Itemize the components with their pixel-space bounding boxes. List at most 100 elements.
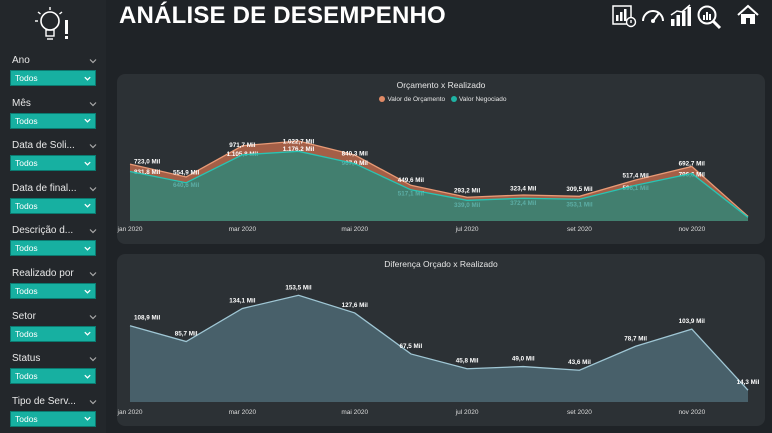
x-tick-label: nov 2020 [678, 226, 705, 233]
chart-legend: Valor de Orçamento Valor Negociado [117, 96, 765, 103]
filter-dropdown[interactable]: Todos [10, 197, 96, 214]
data-label: 43,6 Mil [568, 359, 591, 366]
chevron-down-icon [84, 374, 91, 379]
chevron-down-icon[interactable] [88, 56, 98, 66]
filter-dropdown[interactable]: Todos [10, 368, 96, 385]
data-label: 723,0 Mil [134, 158, 161, 165]
chevron-down-icon [84, 76, 91, 81]
x-tick-label: jul 2020 [455, 226, 479, 233]
lightbulb-icon [35, 7, 68, 40]
filter-value: Todos [15, 200, 38, 211]
data-label: 1.176,2 Mil [283, 146, 315, 153]
filter-label: Mês [12, 97, 31, 109]
data-label: 134,1 Mil [229, 297, 256, 304]
series-area [130, 151, 748, 221]
data-label: 127,6 Mil [342, 302, 369, 309]
x-tick-label: set 2020 [567, 409, 592, 416]
chevron-down-icon [84, 246, 91, 251]
x-tick-label: set 2020 [567, 226, 592, 233]
analytics-search-icon[interactable] [696, 4, 722, 30]
chevron-down-icon[interactable] [88, 141, 98, 151]
difference-chart: Diferença Orçado x Realizado 108,9 Mil 85… [117, 254, 765, 426]
filter-dropdown[interactable]: Todos [10, 283, 96, 299]
x-tick-label: mar 2020 [229, 409, 257, 416]
chevron-down-icon[interactable] [88, 99, 98, 109]
chevron-down-icon [84, 161, 91, 166]
series-line [129, 140, 749, 217]
data-label: 293,2 Mil [454, 187, 481, 194]
filter-label: Data de Soli... [12, 140, 75, 152]
data-label: 449,6 Mil [398, 177, 425, 184]
filter-value: Todos [15, 286, 38, 296]
x-tick-label: jan 2020 [117, 409, 143, 416]
chart-plot-area: 108,9 Mil 85,7 Mil 134,1 Mil 153,5 Mil 127,6… [117, 284, 760, 416]
filter-label: Descrição d... [12, 225, 74, 237]
x-tick-label: mai 2020 [341, 226, 368, 233]
chevron-down-icon[interactable] [88, 226, 98, 236]
filter-value: Todos [15, 371, 38, 382]
chart-title: Diferença Orçado x Realizado [384, 259, 498, 269]
filter-value: Todos [15, 115, 38, 126]
data-label: 49,0 Mil [512, 356, 535, 363]
gauge-icon[interactable] [640, 4, 666, 28]
x-tick-label: mar 2020 [229, 226, 257, 233]
x-tick-label: mai 2020 [341, 409, 368, 416]
chevron-down-icon[interactable] [88, 354, 98, 364]
filter-dropdown[interactable]: Todos [10, 112, 96, 129]
chevron-down-icon [84, 118, 91, 123]
budget-vs-actual-chart: Orçamento x Realizado Valor de Orçamento… [117, 74, 765, 244]
data-label: 323,4 Mil [510, 185, 537, 192]
data-label: 103,9 Mil [679, 318, 706, 325]
filter-label: Status [12, 353, 41, 365]
chevron-down-icon [84, 417, 91, 422]
filter-value: Todos [15, 158, 38, 169]
filter-label: Tipo de Serv... [12, 395, 76, 407]
data-label: 153,5 Mil [285, 284, 312, 291]
chevron-down-icon [84, 289, 91, 294]
series-line [129, 294, 749, 391]
data-label: 309,5 Mil [566, 186, 593, 193]
data-label: 971,7 Mil [229, 142, 256, 149]
filter-label: Ano [12, 55, 30, 66]
chevron-down-icon[interactable] [88, 312, 98, 322]
data-label: 517,4 Mil [623, 172, 650, 179]
filter-dropdown[interactable]: Todos [10, 325, 96, 342]
data-label: 831,8 Mil [134, 169, 161, 176]
data-label: 108,9 Mil [134, 315, 161, 322]
series-area [130, 295, 748, 402]
data-label: 554,9 Mil [173, 170, 200, 177]
filter-dropdown[interactable]: Todos [10, 410, 96, 427]
legend-swatch-orcamento [379, 96, 386, 102]
data-label: 45,8 Mil [456, 358, 479, 365]
chart-title: Orçamento x Realizado [396, 80, 486, 90]
x-tick-label: nov 2020 [678, 409, 705, 416]
chevron-down-icon[interactable] [88, 269, 98, 279]
data-label: 1.022,7 Mil [283, 138, 315, 145]
x-tick-label: jul 2020 [455, 409, 479, 416]
filter-value: Todos [15, 73, 38, 83]
data-label: 14,3 Mil [737, 379, 760, 386]
filter-value: Todos [15, 243, 38, 254]
filter-label: Realizado por [12, 268, 74, 279]
filter-value: Todos [15, 413, 38, 424]
filter-dropdown[interactable]: Todos [10, 70, 96, 86]
legend-label-negociado: Valor Negociado [458, 96, 507, 103]
home-icon[interactable] [737, 4, 759, 26]
chevron-down-icon [84, 331, 91, 336]
data-label: 840,3 Mil [342, 151, 369, 158]
report-icon[interactable] [611, 4, 637, 28]
chevron-down-icon [84, 204, 91, 209]
chevron-down-icon[interactable] [88, 397, 98, 407]
page-title: ANÁLISE DE DESEMPENHO [119, 2, 446, 29]
filter-sidebar: Ano Todos Mês Todos Data de Soli... Todos Data… [0, 0, 106, 433]
filter-dropdown[interactable]: Todos [10, 155, 96, 172]
data-label: 67,5 Mil [400, 343, 423, 350]
series-line [129, 150, 749, 218]
filter-dropdown[interactable]: Todos [10, 240, 96, 257]
data-label: 692,7 Mil [679, 160, 706, 167]
filter-label: Setor [12, 310, 36, 322]
bar-chart-icon[interactable] [669, 4, 693, 28]
legend-label-orcamento: Valor de Orçamento [387, 96, 446, 103]
chevron-down-icon[interactable] [88, 184, 98, 194]
